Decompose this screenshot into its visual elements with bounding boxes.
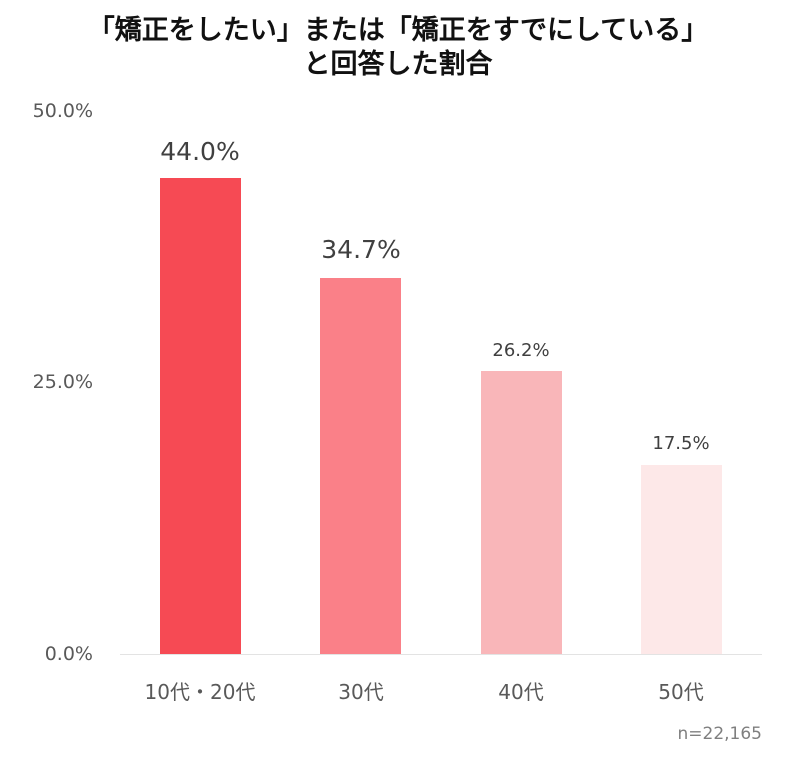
- value-label-40s: 26.2%: [492, 340, 550, 361]
- value-label-50s: 17.5%: [652, 433, 710, 454]
- x-axis-line: [120, 654, 762, 655]
- chart-title: 「矯正をしたい」または「矯正をすでにしている」 と回答した割合: [0, 14, 796, 82]
- value-label-10s-20s: 44.0%: [160, 137, 240, 166]
- chart-title-line-2: と回答した割合: [303, 49, 493, 80]
- x-label-40s: 40代: [498, 680, 544, 704]
- bar-30s: [320, 278, 401, 654]
- y-tick-0: 0.0%: [44, 643, 93, 665]
- bar-50s: [641, 465, 722, 654]
- x-label-50s: 50代: [658, 680, 704, 704]
- chart-title-line-1: 「矯正をしたい」または「矯正をすでにしている」: [87, 15, 709, 46]
- x-label-30s: 30代: [338, 680, 384, 704]
- bar-10s-20s: [160, 178, 241, 654]
- sample-size-note: n=22,165: [677, 724, 762, 744]
- bar-40s: [481, 371, 562, 654]
- y-tick-25: 25.0%: [32, 371, 93, 393]
- y-tick-50: 50.0%: [32, 100, 93, 122]
- x-label-10s-20s: 10代・20代: [144, 680, 256, 704]
- value-label-30s: 34.7%: [321, 235, 401, 264]
